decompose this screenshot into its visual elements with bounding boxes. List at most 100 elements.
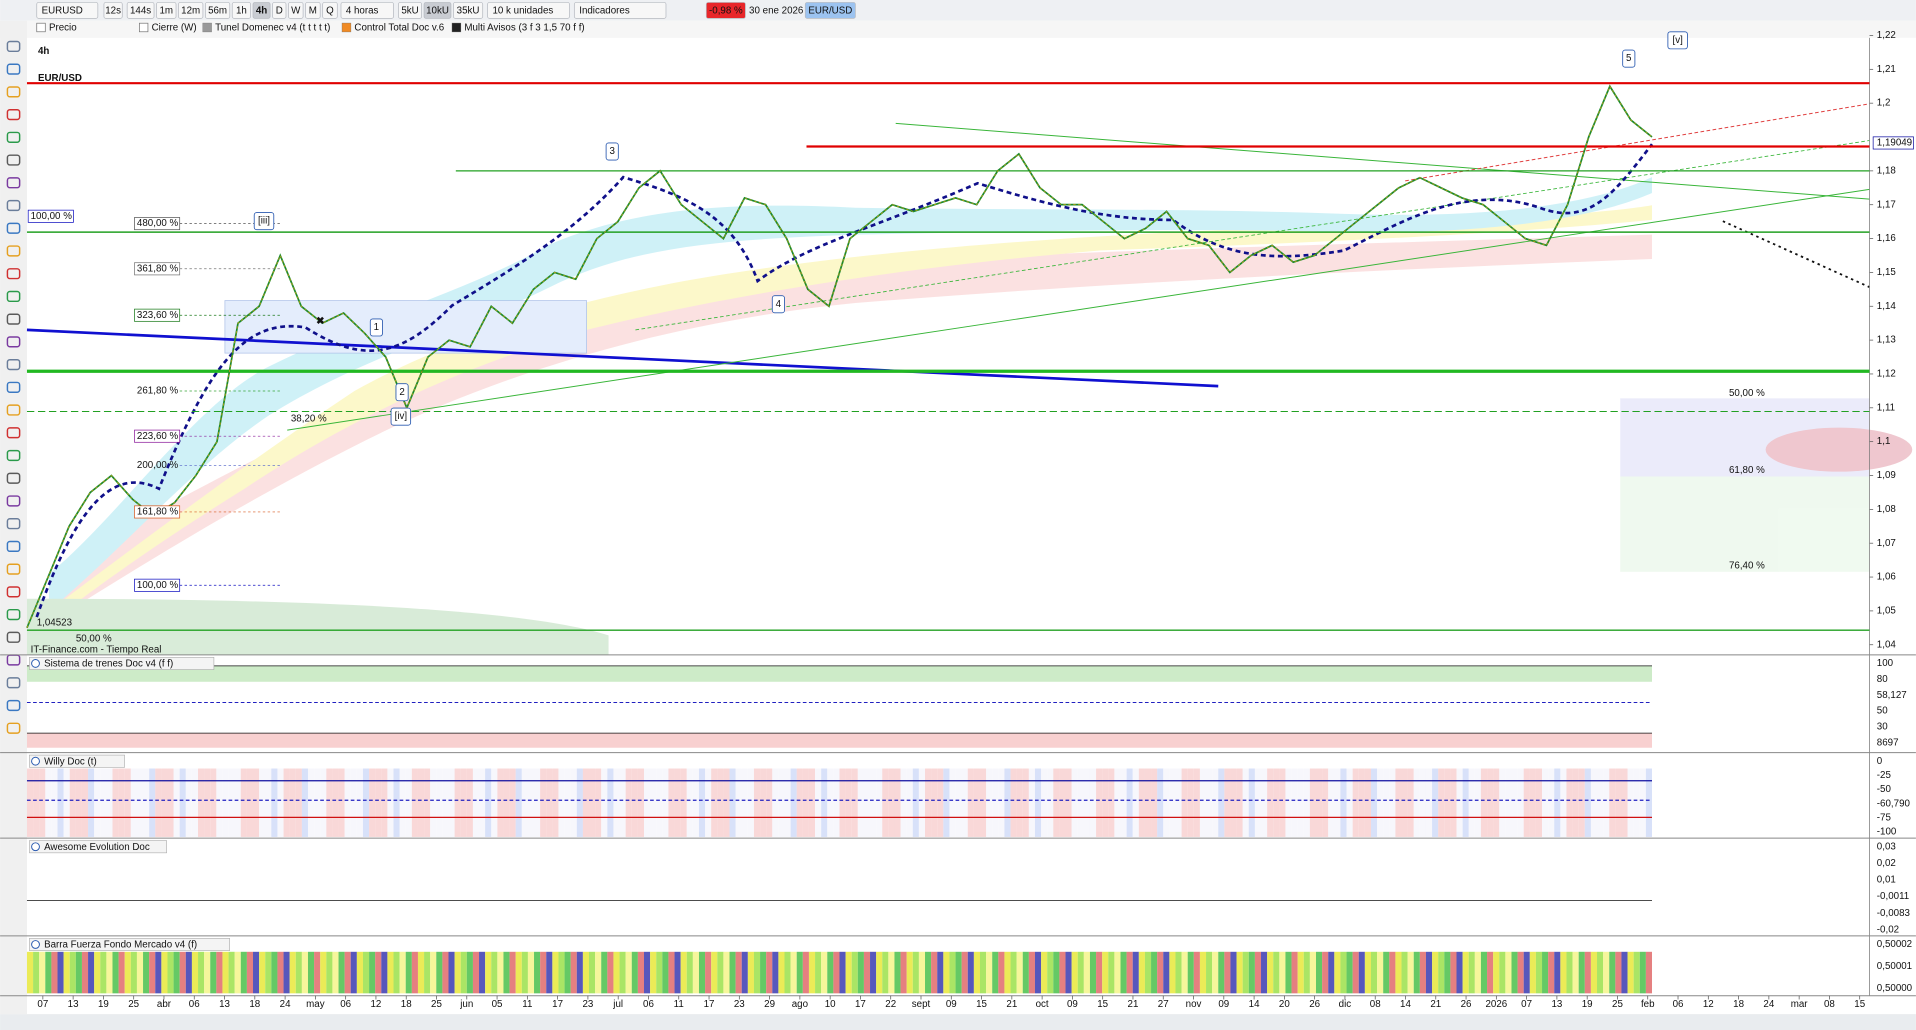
button[interactable] bbox=[178, 2, 204, 19]
button[interactable] bbox=[103, 2, 123, 19]
tool-icon[interactable] bbox=[6, 313, 21, 325]
button[interactable] bbox=[573, 2, 667, 19]
tool-icon[interactable] bbox=[6, 63, 21, 75]
panel-stripe bbox=[1383, 951, 1390, 994]
button[interactable] bbox=[453, 2, 484, 19]
panel-stripe bbox=[888, 951, 895, 994]
button[interactable] bbox=[156, 2, 177, 19]
tool-icon[interactable] bbox=[6, 381, 21, 393]
tool-icon[interactable] bbox=[6, 290, 21, 303]
button[interactable] bbox=[36, 2, 99, 19]
button-label[interactable]: EURUSD bbox=[42, 6, 83, 17]
tool-icon[interactable] bbox=[6, 358, 21, 371]
tool-icon[interactable] bbox=[6, 495, 21, 507]
tool-icon[interactable] bbox=[6, 268, 21, 280]
tool-icon[interactable] bbox=[6, 199, 21, 212]
date-label: 18 bbox=[249, 999, 260, 1010]
tool-icon[interactable] bbox=[6, 222, 21, 234]
button-label[interactable]: 1h bbox=[236, 6, 247, 17]
button[interactable] bbox=[423, 2, 452, 19]
y-tick-label: 1,11 bbox=[1877, 402, 1895, 413]
button-label[interactable]: 4 horas bbox=[346, 6, 379, 17]
button[interactable] bbox=[288, 2, 304, 19]
button-label[interactable]: Q bbox=[326, 6, 334, 17]
indicator-name[interactable]: Tunel Domenec v4 (t t t t t) bbox=[215, 23, 330, 34]
tool-icon[interactable] bbox=[6, 677, 21, 689]
indicator-checkbox[interactable] bbox=[139, 22, 149, 33]
panel-stripe bbox=[228, 768, 235, 837]
button[interactable] bbox=[252, 2, 271, 19]
button-label[interactable]: 5kU bbox=[401, 6, 418, 17]
button-label[interactable]: 1m bbox=[159, 6, 173, 17]
button-label[interactable]: D bbox=[276, 6, 283, 17]
button[interactable] bbox=[272, 2, 287, 19]
tool-icon[interactable] bbox=[6, 472, 21, 484]
wave-box bbox=[605, 142, 619, 161]
button[interactable] bbox=[305, 2, 321, 19]
button-label[interactable]: 56m bbox=[208, 6, 227, 17]
indicator-checkbox[interactable] bbox=[36, 22, 46, 33]
button-label[interactable]: EUR/USD bbox=[808, 6, 852, 17]
panel-stripe bbox=[1010, 951, 1017, 994]
tool-icon[interactable] bbox=[6, 177, 21, 189]
tool-icon[interactable] bbox=[6, 608, 21, 621]
button[interactable] bbox=[204, 2, 231, 19]
button[interactable] bbox=[340, 2, 394, 19]
indicator-name[interactable]: Multi Avisos (3 f 3 1,5 70 f f) bbox=[464, 23, 584, 34]
panel-stripe bbox=[931, 951, 938, 994]
button-label[interactable]: 35kU bbox=[457, 6, 480, 17]
panel-stripe bbox=[753, 768, 761, 837]
button-label[interactable]: M bbox=[309, 6, 317, 17]
panel-close[interactable] bbox=[31, 659, 40, 668]
panel-stripe bbox=[821, 768, 828, 837]
button[interactable] bbox=[322, 2, 338, 19]
panel-stripe bbox=[112, 768, 119, 837]
tool-icon[interactable] bbox=[6, 722, 21, 734]
tool-icon[interactable] bbox=[6, 699, 21, 712]
tool-icon[interactable] bbox=[6, 154, 21, 166]
tool-icon[interactable] bbox=[6, 245, 21, 257]
tool-icon[interactable] bbox=[6, 108, 21, 121]
button-label[interactable]: 10 k unidades bbox=[492, 6, 553, 17]
indicator-name[interactable]: Cierre (W) bbox=[152, 23, 197, 34]
indicator-name[interactable]: Precio bbox=[49, 23, 77, 34]
button[interactable] bbox=[487, 2, 570, 19]
button[interactable] bbox=[705, 2, 746, 19]
panel-stripe bbox=[631, 951, 638, 994]
button-label[interactable]: -0,98 % bbox=[709, 6, 743, 17]
panel-close[interactable] bbox=[31, 756, 40, 766]
tool-icon[interactable] bbox=[6, 449, 21, 462]
button[interactable] bbox=[126, 2, 155, 19]
button[interactable] bbox=[804, 2, 856, 19]
tool-icon[interactable] bbox=[6, 427, 21, 439]
tool-icon[interactable] bbox=[6, 131, 21, 143]
panel-axis-label: 0,01 bbox=[1877, 875, 1896, 886]
panel-stripe bbox=[1627, 768, 1634, 837]
button-label[interactable]: 12m bbox=[181, 6, 200, 17]
panel-axis-label: 30 bbox=[1877, 722, 1888, 733]
button[interactable] bbox=[398, 2, 422, 19]
tool-icon[interactable] bbox=[6, 631, 21, 643]
button-label[interactable]: 4h bbox=[256, 6, 267, 17]
button[interactable] bbox=[231, 2, 251, 19]
tool-icon[interactable] bbox=[6, 404, 21, 416]
button-label[interactable]: 10kU bbox=[426, 6, 449, 17]
panel-stripe bbox=[1102, 951, 1109, 994]
panel-close[interactable] bbox=[31, 940, 40, 949]
button-label[interactable]: 12s bbox=[105, 6, 121, 17]
button-label[interactable]: W bbox=[291, 6, 301, 17]
button-label[interactable]: Indicadores bbox=[579, 6, 630, 17]
indicator-name[interactable]: Control Total Doc v.6 bbox=[354, 23, 444, 34]
tool-icon[interactable] bbox=[6, 586, 21, 598]
tool-icon[interactable] bbox=[6, 86, 21, 98]
tool-icon[interactable] bbox=[6, 518, 21, 530]
button-label[interactable]: 144s bbox=[130, 6, 151, 17]
tool-icon[interactable] bbox=[6, 563, 21, 575]
tool-icon[interactable] bbox=[6, 540, 21, 553]
tool-icon[interactable] bbox=[6, 40, 21, 53]
panel-close[interactable] bbox=[31, 842, 40, 852]
tool-icon[interactable] bbox=[6, 336, 21, 348]
panel-stripe bbox=[362, 768, 370, 837]
panel-stripe bbox=[1346, 768, 1353, 837]
panel-stripe bbox=[314, 768, 321, 837]
